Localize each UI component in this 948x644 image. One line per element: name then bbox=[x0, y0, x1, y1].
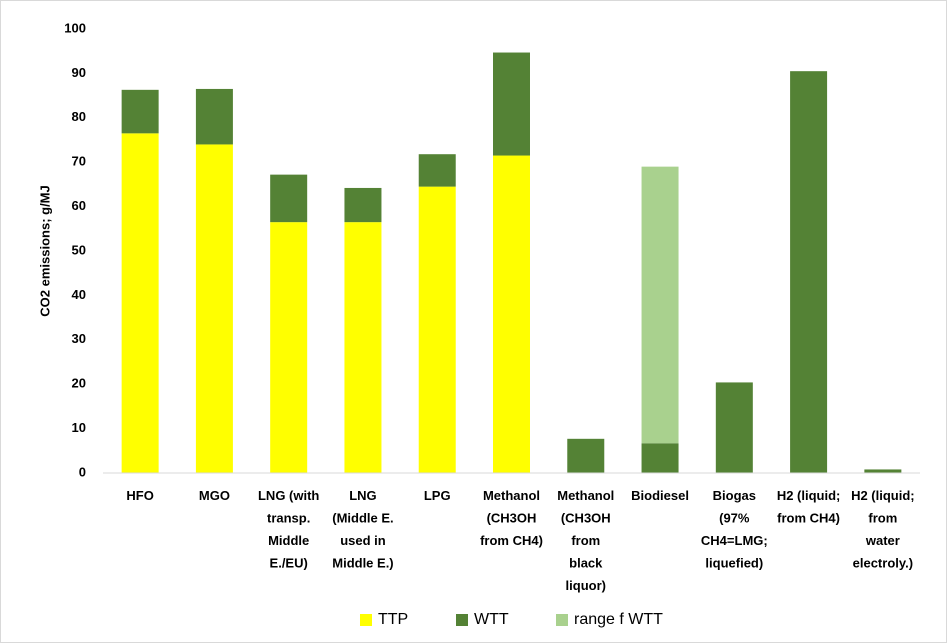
y-tick-label: 70 bbox=[72, 154, 86, 169]
x-tick-label: HFO bbox=[126, 488, 153, 503]
bar-segment bbox=[270, 222, 308, 473]
bar-segment bbox=[493, 155, 530, 474]
bar-segment bbox=[641, 166, 679, 444]
legend-label: WTT bbox=[474, 611, 509, 628]
bar-segment bbox=[864, 469, 902, 473]
y-tick-label: 80 bbox=[72, 109, 86, 124]
x-tick-label: H2 (liquid; from CH4) bbox=[777, 488, 841, 526]
legend-swatch bbox=[456, 614, 468, 626]
bar-segment bbox=[121, 133, 159, 473]
y-tick-label: 30 bbox=[72, 331, 86, 346]
x-tick-label: LPG bbox=[424, 488, 451, 503]
y-tick-label: 100 bbox=[64, 20, 86, 35]
bar-segment bbox=[344, 187, 382, 223]
x-tick-label: LNG (with transp. Middle E./EU) bbox=[258, 488, 319, 571]
legend-label: range f WTT bbox=[574, 611, 663, 628]
x-tick-label: LNG (Middle E. used in Middle E.) bbox=[332, 488, 393, 571]
y-tick-label: 40 bbox=[72, 287, 86, 302]
y-tick-label: 10 bbox=[72, 420, 86, 435]
bar-segment bbox=[121, 89, 159, 134]
legend-swatch bbox=[556, 614, 568, 626]
y-tick-label: 20 bbox=[72, 376, 86, 391]
bar-segment bbox=[567, 438, 605, 473]
bar-segment bbox=[418, 186, 456, 473]
x-tick-label: Biodiesel bbox=[631, 488, 689, 503]
legend-swatch bbox=[360, 614, 372, 626]
y-tick-label: 90 bbox=[72, 65, 86, 80]
bar-segment bbox=[790, 71, 828, 474]
x-tick-label: H2 (liquid; from water electroly.) bbox=[851, 488, 915, 571]
y-tick-label: 50 bbox=[72, 242, 86, 257]
x-tick-label: Biogas (97% CH4=LMG; liquefied) bbox=[701, 488, 768, 571]
x-tick-label: MGO bbox=[199, 488, 230, 503]
bar-segment bbox=[195, 144, 233, 473]
y-tick-label: 0 bbox=[79, 464, 86, 479]
x-tick-label: Methanol (CH3OH from black liquor) bbox=[557, 488, 614, 593]
bar-segment bbox=[344, 222, 382, 473]
bar-segment bbox=[641, 443, 679, 473]
x-tick-label: Methanol (CH3OH from CH4) bbox=[480, 488, 543, 548]
legend-label: TTP bbox=[378, 611, 408, 628]
y-axis-title: CO2 emissions; g/MJ bbox=[37, 185, 52, 316]
bar-segment bbox=[270, 174, 308, 223]
bar-segment bbox=[195, 88, 233, 145]
bar-segment bbox=[715, 382, 753, 473]
bar-segment bbox=[493, 52, 530, 156]
y-tick-label: 60 bbox=[72, 198, 86, 213]
bar-segment bbox=[418, 154, 456, 187]
